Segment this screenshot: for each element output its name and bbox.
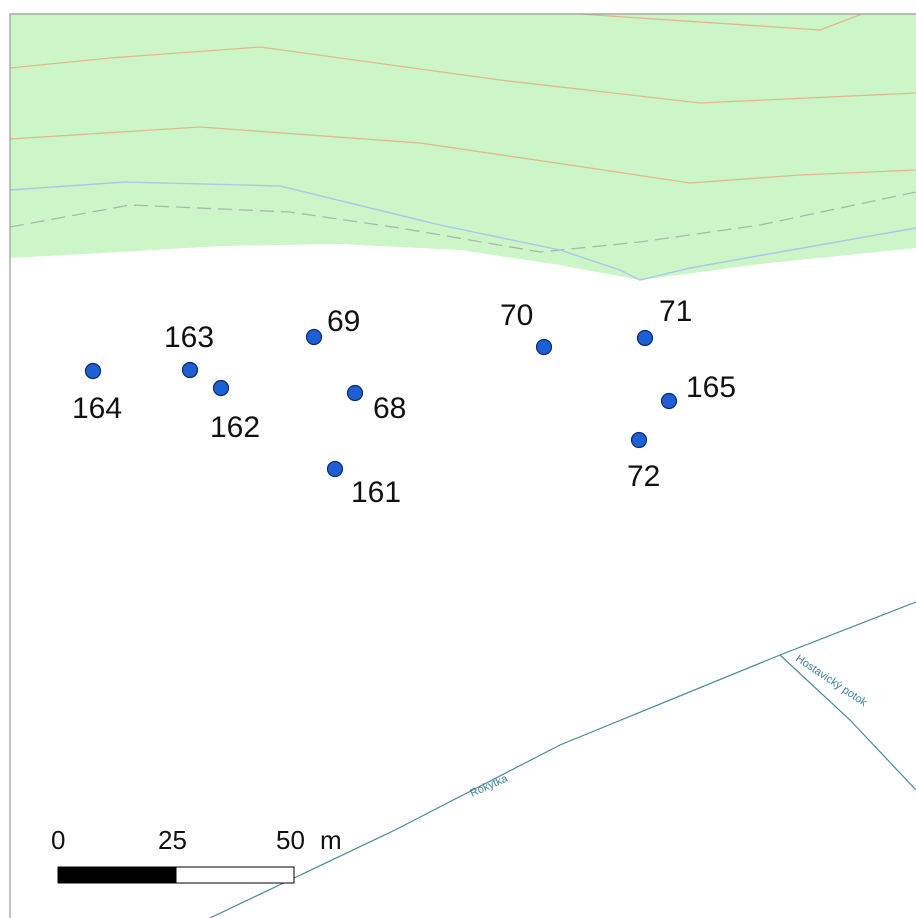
stream-hostavicky — [779, 654, 916, 791]
scale-label-50: 50 — [276, 825, 305, 855]
point-label-69: 69 — [327, 305, 360, 338]
contour-lines — [9, 13, 916, 184]
scale-label-25: 25 — [158, 825, 187, 855]
sample-points — [84, 328, 678, 478]
scale-unit: m — [320, 825, 342, 855]
scale-bar-white-segment — [175, 866, 295, 884]
contour-line — [579, 13, 863, 31]
point-label-70: 70 — [500, 299, 533, 332]
point-marker-163[interactable] — [181, 361, 199, 379]
point-labels: 164 163 162 69 68 161 70 71 165 72 — [72, 295, 736, 509]
point-label-161: 161 — [351, 476, 401, 509]
point-marker-68[interactable] — [346, 384, 364, 402]
streams — [209, 601, 916, 918]
point-label-163: 163 — [164, 321, 214, 354]
stream-rokytka — [209, 601, 916, 918]
point-marker-70[interactable] — [535, 338, 553, 356]
map-frame — [9, 13, 916, 918]
point-marker-161[interactable] — [326, 460, 344, 478]
dashed-path — [9, 191, 916, 253]
scale-bar-black-segment — [57, 866, 177, 884]
point-label-162: 162 — [210, 411, 260, 444]
point-label-71: 71 — [659, 295, 692, 328]
point-marker-69[interactable] — [305, 328, 323, 346]
boundary-line — [9, 181, 916, 281]
point-marker-162[interactable] — [212, 379, 230, 397]
point-label-68: 68 — [373, 392, 406, 425]
point-marker-165[interactable] — [660, 392, 678, 410]
point-label-165: 165 — [686, 371, 736, 404]
contour-line — [9, 46, 916, 104]
scale-label-0: 0 — [51, 825, 65, 855]
scale-bar: 0 25 50 m — [51, 825, 342, 884]
point-marker-164[interactable] — [84, 362, 102, 380]
point-marker-71[interactable] — [636, 329, 654, 347]
forest-area — [10, 14, 916, 280]
point-label-164: 164 — [72, 392, 122, 425]
point-marker-72[interactable] — [630, 431, 648, 449]
contour-line — [9, 126, 916, 184]
point-label-72: 72 — [627, 460, 660, 493]
